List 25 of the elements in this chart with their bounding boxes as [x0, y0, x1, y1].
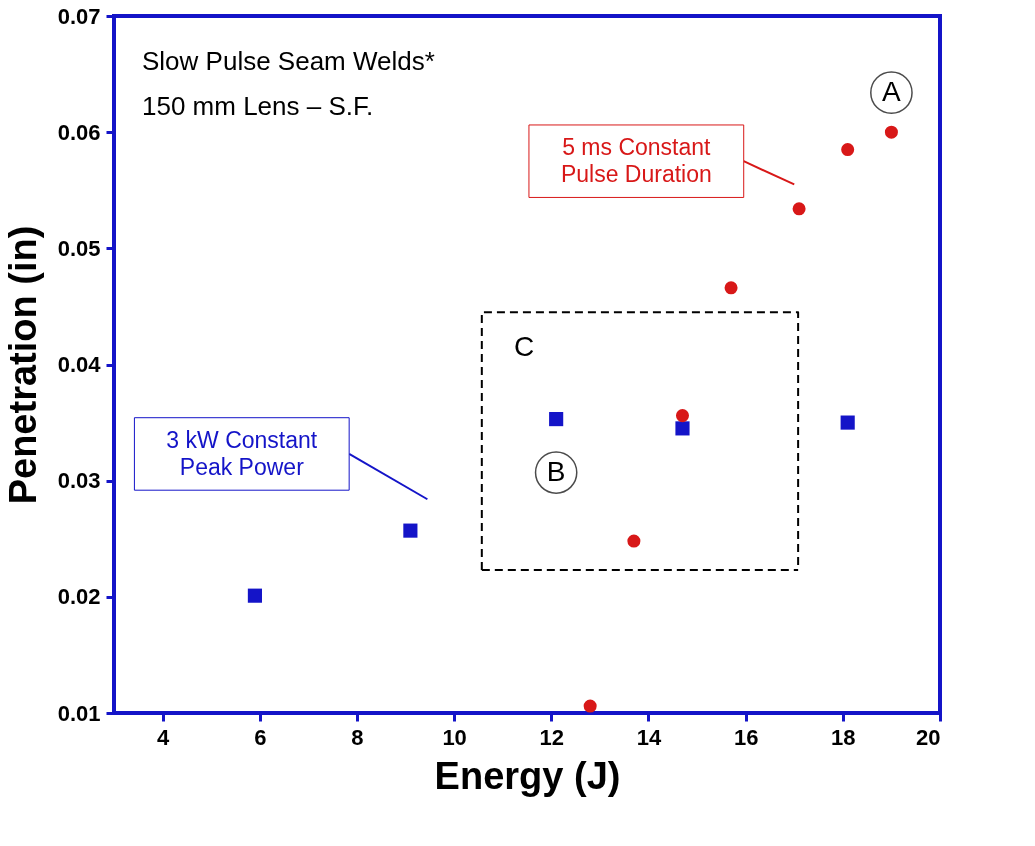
x-tick-label: 12 [539, 724, 565, 750]
annotation: 5 ms Constant Pulse Duration [560, 134, 712, 188]
annotation: Slow Pulse Seam Welds* [142, 46, 435, 76]
x-tick-label: 20 [916, 724, 941, 750]
y-tick-label: 0.02 [57, 584, 101, 610]
x-tick-label: 18 [831, 724, 856, 750]
y-tick-label: 0.07 [57, 3, 101, 29]
annotation: C [514, 331, 535, 362]
y-tick-label: 0.06 [57, 119, 101, 145]
annotation: 3 kW Constant Peak Power [166, 426, 318, 480]
y-tick-label: 0.01 [57, 700, 101, 726]
annotation: 150 mm Lens – S.F. [142, 91, 374, 121]
y-tick-label: 0.05 [57, 235, 101, 261]
y-tick-label: 0.03 [57, 468, 101, 494]
annotation: A [882, 75, 902, 107]
x-tick-label: 16 [733, 724, 759, 750]
annotation: B [546, 455, 566, 487]
x-tick-label: 4 [156, 724, 170, 750]
x-axis-title: Energy (J) [434, 754, 621, 797]
y-tick-label: 0.04 [57, 352, 102, 377]
x-tick-label: 8 [351, 724, 364, 750]
y-axis-title: Penetration (in) [1, 225, 44, 505]
x-tick-label: 6 [254, 724, 267, 750]
x-tick-label: 14 [636, 724, 662, 750]
x-tick-label: 10 [442, 724, 467, 750]
